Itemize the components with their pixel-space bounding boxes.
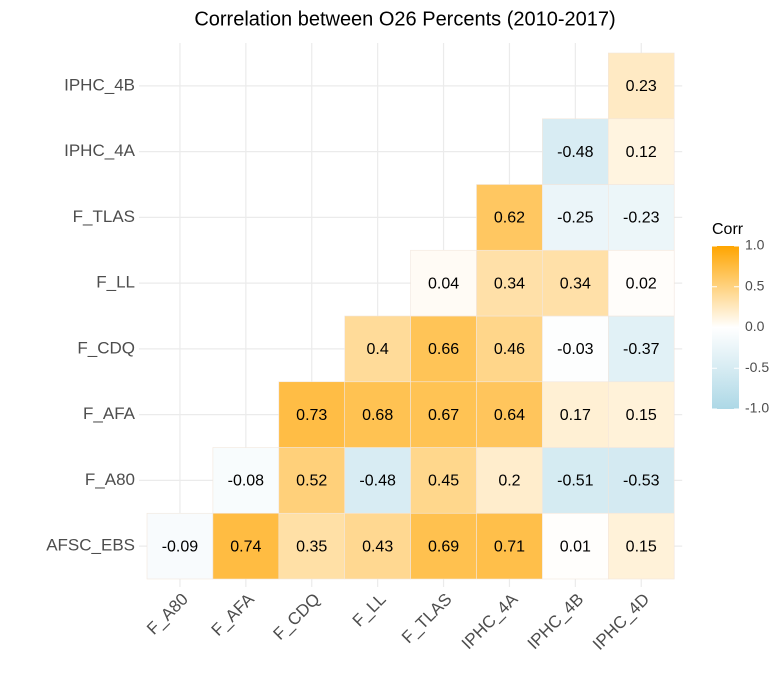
cell-label: -0.51 [557, 473, 594, 490]
cell-label: 0.04 [428, 275, 459, 292]
heatmap-cell [278, 447, 345, 514]
y-tick-label: F_TLAS [73, 207, 135, 226]
y-tick-label: F_LL [96, 273, 135, 292]
cell-label: -0.08 [228, 473, 265, 490]
heatmap-cell [542, 447, 609, 514]
cell-label: -0.37 [623, 341, 660, 358]
x-tick-label: F_TLAS [398, 590, 456, 648]
cell-label: 0.45 [428, 473, 459, 490]
cell-label: -0.23 [623, 210, 660, 227]
cell-label: 0.71 [494, 538, 525, 555]
heatmap-cell [607, 381, 675, 448]
y-tick-label: F_A80 [85, 470, 135, 489]
y-tick-label: IPHC_4B [64, 75, 135, 94]
heatmap-cell [410, 381, 477, 448]
x-tick-label: F_CDQ [270, 590, 324, 644]
cell-label: 0.34 [494, 275, 525, 292]
cell-label: 0.73 [296, 407, 327, 424]
legend-title: Corr [712, 221, 744, 238]
y-tick-label: F_CDQ [77, 338, 135, 357]
cell-label: 0.64 [494, 407, 525, 424]
cell-label: 0.23 [626, 78, 657, 95]
cell-label: 0.46 [494, 341, 525, 358]
legend-tick-label: -0.5 [745, 359, 769, 375]
cell-label: 0.62 [494, 210, 525, 227]
legend-tick-label: -1.0 [745, 400, 769, 416]
heatmap-cell [476, 184, 543, 251]
cell-label: -0.03 [557, 341, 594, 358]
cell-label: 0.69 [428, 538, 459, 555]
heatmap-cell [476, 381, 543, 448]
heatmap-cell [542, 512, 609, 580]
cell-label: -0.09 [162, 538, 199, 555]
x-tick-label: IPHC_4B [524, 590, 588, 654]
heatmap-cell [607, 447, 675, 514]
heatmap-cell [542, 381, 609, 448]
cell-label: 0.15 [626, 407, 657, 424]
cell-label: 0.52 [296, 473, 327, 490]
heatmap-cell [344, 447, 411, 514]
heatmap-cell [410, 315, 477, 383]
cell-label: -0.48 [557, 144, 594, 161]
cell-label: 0.4 [367, 341, 389, 358]
heatmap-cell [410, 447, 477, 514]
cell-label: -0.48 [359, 473, 396, 490]
x-tick-label: IPHC_4D [589, 590, 653, 654]
heatmap-cell [146, 512, 214, 580]
cell-label: 0.01 [560, 538, 591, 555]
heatmap-cell [212, 512, 280, 580]
y-tick-label: IPHC_4A [64, 141, 136, 160]
heatmap-cell [607, 249, 675, 317]
heatmap-cell [212, 447, 280, 514]
heatmap-cell [476, 512, 543, 580]
heatmap-cell [344, 381, 411, 448]
cell-label: 0.15 [626, 538, 657, 555]
heatmap-cell [607, 512, 675, 580]
heatmap-cell [410, 512, 477, 580]
cell-label: 0.2 [498, 473, 520, 490]
x-tick-label: F_A80 [143, 590, 192, 639]
chart-title: Correlation between O26 Percents (2010-2… [194, 8, 615, 30]
cell-label: 0.74 [230, 538, 261, 555]
cell-label: 0.66 [428, 341, 459, 358]
cell-label: -0.25 [557, 210, 594, 227]
cell-label: 0.02 [626, 275, 657, 292]
cell-label: 0.17 [560, 407, 591, 424]
cell-label: 0.34 [560, 275, 591, 292]
heatmap-cell [542, 118, 609, 185]
heatmap-cell [278, 512, 345, 580]
cell-label: 0.67 [428, 407, 459, 424]
legend-tick-label: 0.0 [745, 318, 765, 334]
legend-tick-label: 1.0 [745, 237, 765, 253]
heatmap-cell [410, 249, 477, 317]
heatmap-cell [476, 447, 543, 514]
x-tick-label: IPHC_4A [458, 589, 522, 653]
cell-label: -0.53 [623, 473, 660, 490]
heatmap-cell [542, 184, 609, 251]
heatmap-cell [476, 249, 543, 317]
heatmap-cell [607, 52, 675, 120]
cell-label: 0.68 [362, 407, 393, 424]
heatmap-cell [344, 512, 411, 580]
cell-label: 0.12 [626, 144, 657, 161]
heatmap-cell [607, 118, 675, 185]
cell-label: 0.43 [362, 538, 393, 555]
y-tick-label: F_AFA [83, 404, 136, 423]
heatmap-cell [607, 315, 675, 383]
legend-tick-label: 0.5 [745, 277, 765, 293]
heatmap-cell [344, 315, 411, 383]
heatmap-cell [278, 381, 345, 448]
x-tick-label: F_AFA [208, 589, 259, 640]
x-tick-label: F_LL [349, 590, 390, 631]
y-tick-label: AFSC_EBS [46, 536, 135, 555]
cell-label: 0.35 [296, 538, 327, 555]
